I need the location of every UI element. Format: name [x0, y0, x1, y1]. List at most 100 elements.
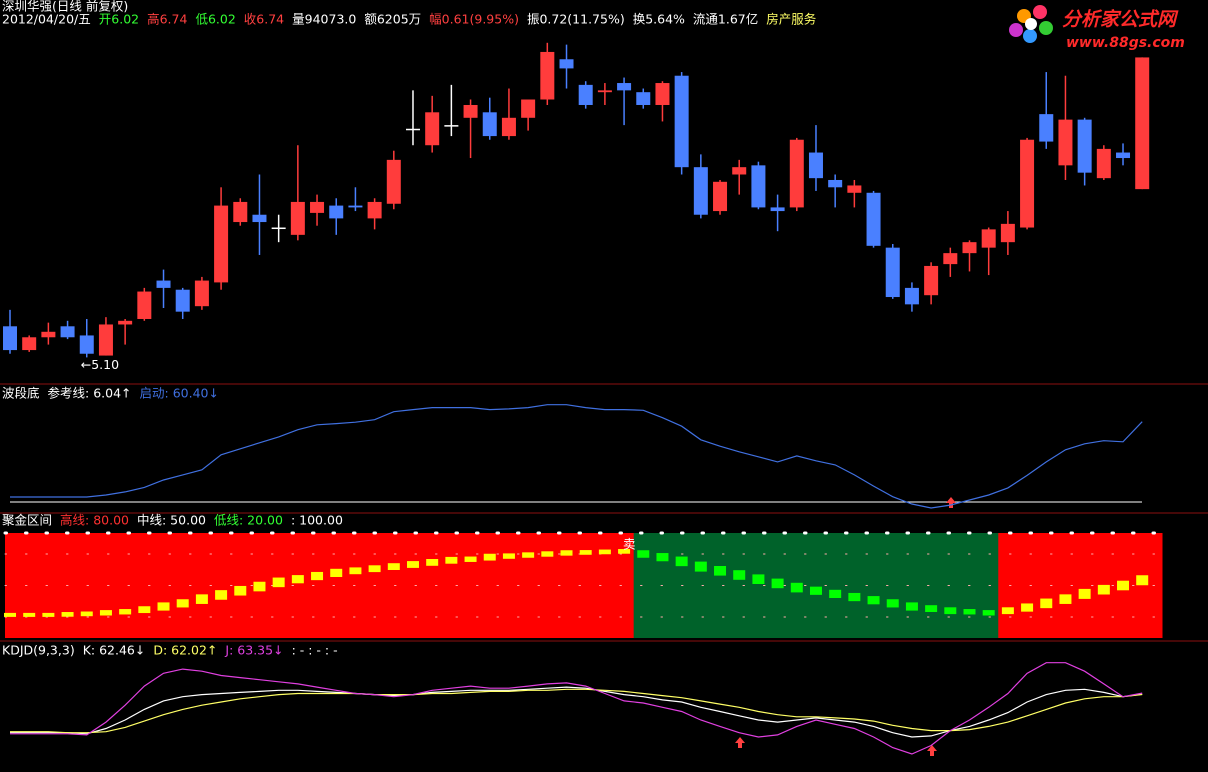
band-dash — [445, 556, 458, 564]
panel-title: 聚金区间 — [2, 513, 52, 528]
band-dash — [656, 553, 669, 562]
candle-body — [3, 326, 17, 351]
legend-entry: 启动: 60.40↓ — [140, 386, 219, 401]
band-dash — [80, 611, 93, 617]
zone — [345, 533, 366, 638]
band-dash — [195, 594, 208, 604]
zone — [556, 533, 577, 638]
logo-icon — [1009, 5, 1053, 43]
candle-body — [1096, 148, 1111, 179]
band-dash — [176, 599, 189, 608]
zone — [38, 533, 59, 638]
quote-field: 振0.72(11.75%) — [527, 12, 625, 27]
band-dash — [771, 578, 784, 589]
candle-body — [367, 201, 382, 219]
level-label: 高线: 80.00 — [60, 513, 129, 528]
candle-body — [501, 117, 516, 137]
candle-body — [924, 265, 939, 296]
band-dash — [406, 561, 419, 568]
candle-body — [693, 167, 708, 215]
candle-body — [79, 335, 94, 354]
band-dash — [502, 553, 515, 559]
panel-title: KDJD(9,3,3) — [2, 643, 75, 658]
band-dash — [752, 574, 765, 584]
zone — [19, 533, 40, 638]
zone — [883, 533, 903, 638]
zone — [441, 533, 462, 638]
band-dash — [579, 550, 592, 555]
candle-body — [348, 205, 363, 208]
zone — [115, 533, 136, 638]
candle-body — [1116, 152, 1131, 159]
band-dash — [1117, 580, 1130, 591]
band-dash — [541, 551, 554, 557]
candle-body — [540, 51, 555, 100]
zone — [153, 533, 174, 638]
candle-body — [713, 181, 728, 212]
candle-body — [559, 59, 574, 69]
quote-field: 量94073.0 — [292, 12, 356, 27]
band-dash — [253, 581, 266, 592]
band-dash — [1078, 588, 1091, 599]
candle-body — [866, 192, 881, 246]
zone — [998, 533, 1018, 638]
band-dash — [42, 612, 55, 617]
logo-name: 分析家公式网 — [1062, 9, 1179, 31]
band-dash — [1021, 603, 1034, 612]
stock-title: 深圳华强(日线 前复权) — [2, 0, 128, 14]
candle-body — [175, 289, 190, 312]
legend-entry: K: 62.46↓ — [83, 643, 146, 658]
level-label: 中线: 50.00 — [137, 513, 206, 528]
band-dash — [867, 596, 880, 605]
candle-body — [233, 201, 248, 223]
band-dash — [119, 609, 132, 615]
min-label: ←5.10 — [81, 357, 119, 372]
band-dash — [675, 556, 688, 567]
band-dash — [886, 599, 899, 608]
band-dash — [291, 575, 304, 584]
band-dash — [944, 607, 957, 615]
series-line — [10, 688, 1143, 734]
zone — [307, 533, 328, 638]
quote-field: 高6.74 — [147, 12, 187, 27]
candle-body — [655, 83, 670, 105]
band-dash — [349, 567, 362, 575]
band-dash — [714, 566, 727, 576]
zone — [844, 533, 865, 638]
band-dash — [464, 556, 477, 562]
band-dash — [637, 550, 650, 558]
candle-body — [1058, 119, 1073, 166]
quote-field: 流通1.67亿 — [693, 12, 758, 27]
band-dash — [1059, 594, 1072, 604]
panel-title: 波段底 — [2, 386, 40, 401]
band-dash — [330, 568, 343, 577]
zone — [192, 533, 212, 638]
candle-body — [770, 207, 785, 212]
legend-entry: J: 63.35↓ — [224, 643, 283, 658]
band-dash — [272, 577, 285, 588]
series-line — [10, 404, 1143, 509]
band-dash — [522, 552, 535, 558]
band-dash — [138, 606, 151, 614]
band-dash — [157, 602, 170, 611]
zone — [1055, 533, 1076, 638]
quote-field: 幅0.61(9.95%) — [429, 12, 519, 27]
zone — [499, 533, 520, 638]
signal-arrow — [946, 497, 956, 508]
band-dash — [483, 553, 496, 561]
zone — [403, 533, 424, 638]
band-dash — [905, 602, 918, 611]
zone — [691, 533, 711, 638]
reference-label: 参考线: 6.04↑ — [48, 386, 132, 401]
candle-body — [981, 229, 996, 248]
candle-body — [290, 201, 305, 235]
candle-body — [789, 139, 804, 208]
zone — [710, 533, 731, 638]
band-dash — [4, 612, 16, 617]
zone — [1017, 533, 1038, 638]
zone — [230, 533, 251, 638]
candle-body — [22, 337, 37, 351]
